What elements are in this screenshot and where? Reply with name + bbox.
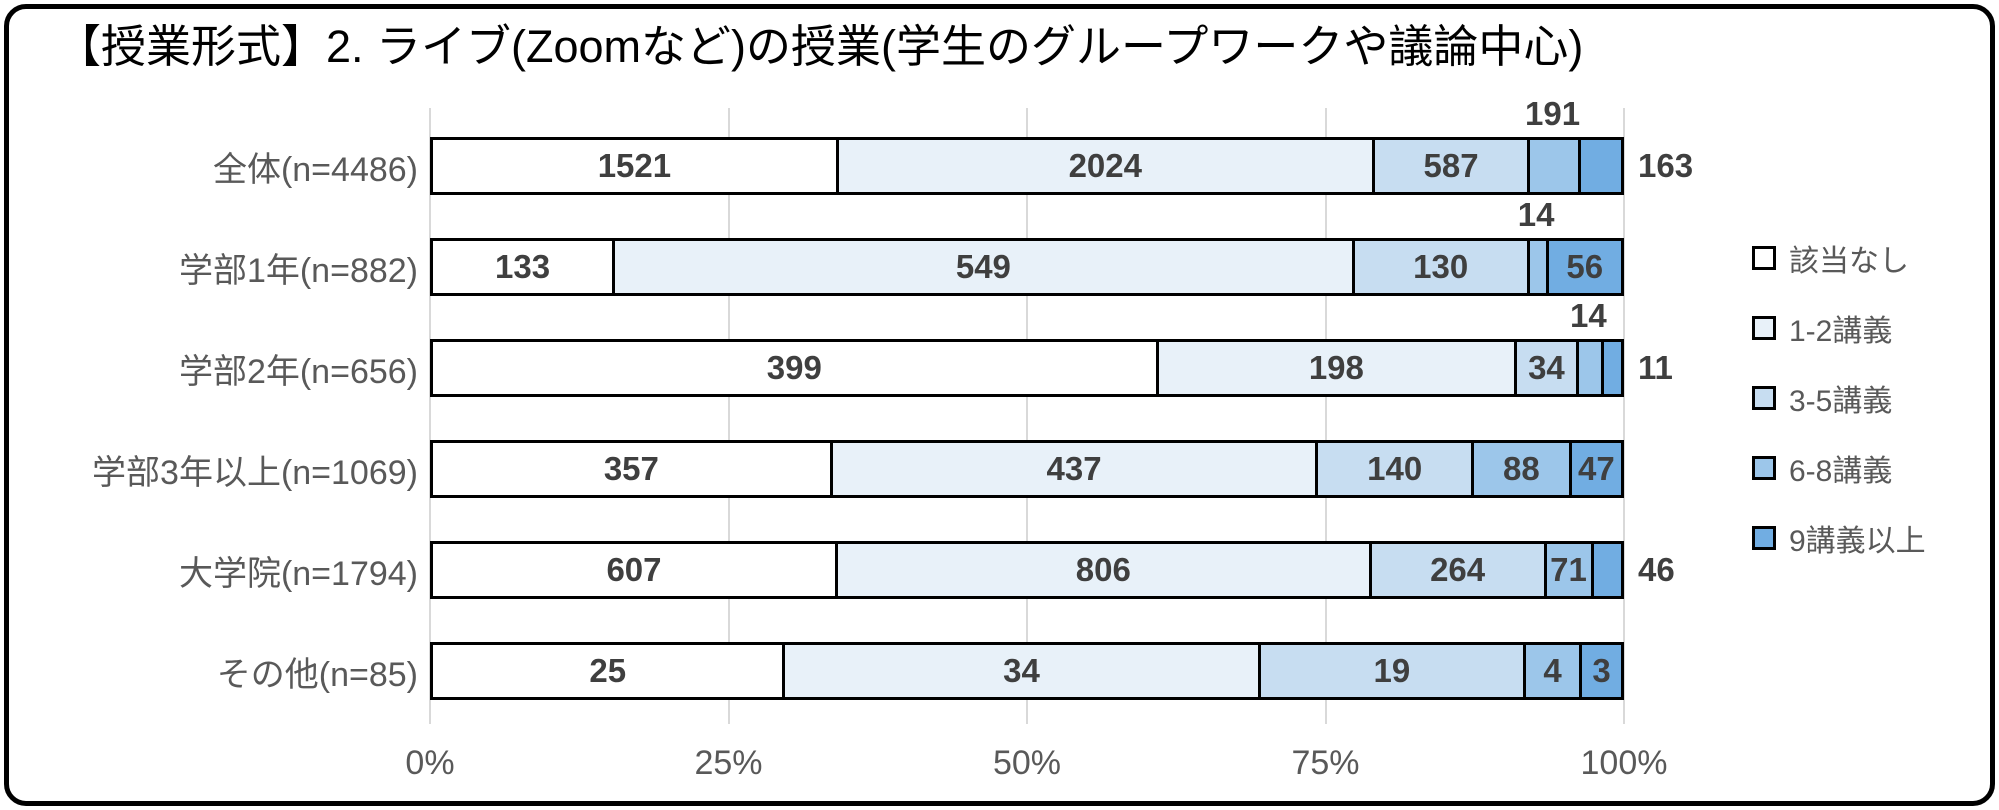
gridline	[429, 108, 431, 724]
bar-segment: 1521	[433, 140, 836, 192]
category-label: 全体(n=4486)	[212, 150, 418, 189]
legend-label: 6-8講義	[1789, 455, 1893, 488]
bar-segment: 34	[782, 645, 1258, 697]
value-label-above: 191	[1525, 95, 1581, 132]
value-label: 2024	[1068, 147, 1142, 184]
legend-item: 3-5講義	[1752, 382, 1892, 418]
bar-segment: 549	[612, 241, 1352, 293]
value-label: 399	[766, 349, 822, 386]
value-label: 133	[495, 248, 551, 285]
value-label: 607	[606, 551, 662, 588]
bar-segment	[1601, 342, 1621, 394]
legend-label: 1-2講義	[1789, 315, 1893, 348]
value-label: 549	[955, 248, 1011, 285]
bar-segment: 3	[1579, 645, 1621, 697]
value-label: 56	[1566, 248, 1604, 285]
legend-label: 該当なし	[1789, 245, 1909, 278]
bar-segment	[1527, 140, 1578, 192]
legend-swatch-icon	[1752, 246, 1776, 270]
gridline	[1026, 108, 1028, 724]
category-label: 学部3年以上(n=1069)	[92, 453, 418, 492]
value-label: 437	[1046, 450, 1102, 487]
value-label: 130	[1413, 248, 1469, 285]
x-tick-label: 0%	[405, 744, 455, 782]
value-label: 19	[1373, 652, 1411, 689]
value-label: 357	[603, 450, 659, 487]
value-label: 587	[1423, 147, 1479, 184]
value-label-outside: 163	[1638, 147, 1694, 184]
value-label: 25	[589, 652, 627, 689]
value-label: 34	[1003, 652, 1040, 689]
value-label: 47	[1577, 450, 1615, 487]
legend-swatch-icon	[1752, 386, 1776, 410]
bar-segment: 130	[1351, 241, 1527, 293]
legend-item: 該当なし	[1752, 242, 1909, 278]
bar-segment	[1577, 140, 1621, 192]
legend-swatch-icon	[1752, 316, 1776, 340]
gridline	[1623, 108, 1625, 724]
bar-segment: 47	[1568, 443, 1621, 495]
x-tick-label: 25%	[694, 744, 763, 782]
value-label: 140	[1367, 450, 1423, 487]
category-label: その他(n=85)	[216, 655, 418, 694]
legend-swatch-icon	[1752, 526, 1776, 550]
category-label: 学部1年(n=882)	[178, 251, 418, 290]
x-tick-label: 75%	[1291, 744, 1360, 782]
bar-segment	[1575, 342, 1602, 394]
bar-segment: 357	[433, 443, 830, 495]
gridline	[727, 108, 730, 724]
bar-row: 399 198 34	[430, 339, 1624, 397]
chart-title: 【授業形式】2. ライブ(Zoomなど)の授業(学生のグループワークや議論中心)	[56, 21, 1584, 72]
value-label: 4	[1543, 652, 1562, 689]
bar-segment: 140	[1315, 443, 1471, 495]
bar-segment: 71	[1543, 544, 1591, 596]
bar-segment: 806	[834, 544, 1369, 596]
bar-segment: 198	[1155, 342, 1515, 394]
bar-row: 357 437 140 88 47	[430, 440, 1624, 498]
bar-segment	[1590, 544, 1621, 596]
value-label: 71	[1550, 551, 1587, 588]
bar-segment: 399	[433, 342, 1156, 394]
legend-item: 1-2講義	[1752, 312, 1892, 348]
bar-row: 133 549 130 56	[430, 238, 1624, 296]
value-label: 3	[1592, 652, 1611, 689]
bar-segment: 133	[433, 241, 613, 293]
bar-segment: 34	[1514, 342, 1576, 394]
bar-segment: 264	[1368, 544, 1544, 596]
bar-segment: 19	[1257, 645, 1524, 697]
bar-segment: 2024	[835, 140, 1372, 192]
bar-row: 607 806 264 71	[430, 541, 1624, 599]
category-label: 学部2年(n=656)	[178, 352, 418, 391]
category-label: 大学院(n=1794)	[178, 554, 418, 593]
value-label: 264	[1430, 551, 1486, 588]
value-label: 34	[1528, 349, 1565, 386]
bar-segment: 25	[433, 645, 783, 697]
bar-row: 25 34 19 4 3	[430, 642, 1624, 700]
value-label: 88	[1502, 450, 1540, 487]
bar-segment: 587	[1371, 140, 1528, 192]
bar-segment	[1526, 241, 1546, 293]
value-label: 198	[1308, 349, 1364, 386]
legend-swatch-icon	[1752, 456, 1776, 480]
value-label-outside: 11	[1638, 349, 1673, 386]
legend-label: 3-5講義	[1789, 385, 1893, 418]
bar-segment: 607	[433, 544, 835, 596]
value-label: 806	[1075, 551, 1131, 588]
legend-item: 6-8講義	[1752, 452, 1892, 488]
bar-segment: 437	[829, 443, 1316, 495]
bar-segment: 4	[1523, 645, 1580, 697]
bar-row: 1521 2024 587	[430, 137, 1624, 195]
value-label-above: 14	[1570, 297, 1607, 334]
legend-item: 9講義以上	[1752, 522, 1926, 558]
x-tick-label: 100%	[1580, 744, 1668, 782]
bar-segment: 56	[1545, 241, 1621, 293]
value-label-outside: 46	[1638, 551, 1675, 588]
gridline	[1324, 108, 1327, 724]
bar-segment: 88	[1470, 443, 1569, 495]
legend-label: 9講義以上	[1789, 525, 1926, 558]
x-tick-label: 50%	[992, 744, 1062, 782]
value-label: 1521	[597, 147, 672, 184]
value-label-above: 14	[1517, 196, 1555, 233]
